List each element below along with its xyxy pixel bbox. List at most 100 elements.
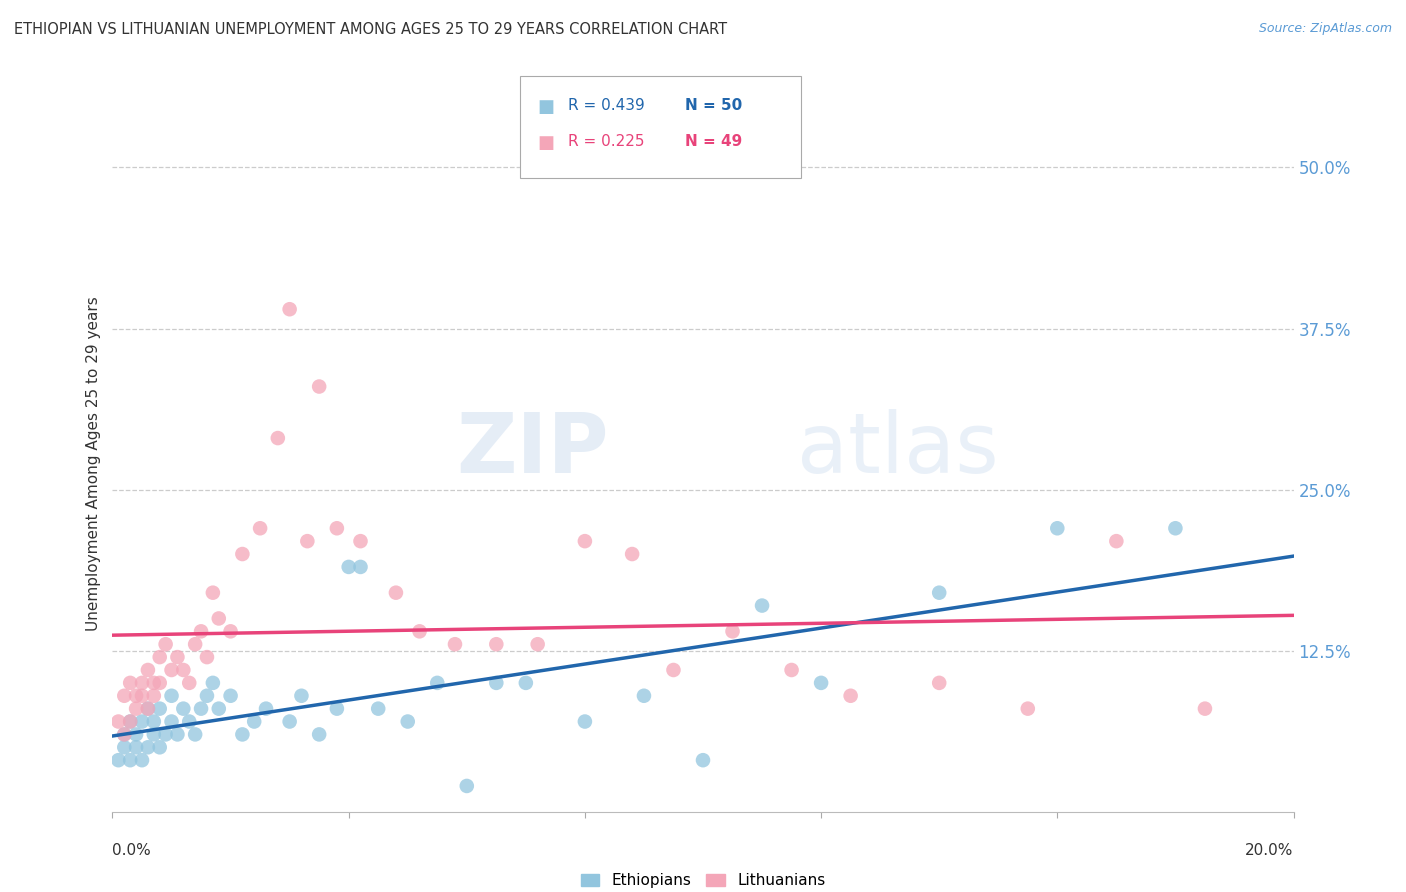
Point [172, 663, 194, 677]
Point [166, 727, 188, 741]
Point [107, 753, 129, 767]
Point [231, 547, 253, 561]
Text: N = 49: N = 49 [685, 134, 742, 149]
Point [278, 714, 301, 729]
Point [456, 779, 478, 793]
Point [662, 663, 685, 677]
Point [278, 302, 301, 317]
Point [120, 676, 142, 690]
Point [136, 740, 159, 755]
Point [125, 740, 148, 755]
Point [337, 560, 360, 574]
Point [190, 624, 212, 639]
Text: Source: ZipAtlas.com: Source: ZipAtlas.com [1258, 22, 1392, 36]
Point [112, 740, 135, 755]
Point [142, 689, 165, 703]
Point [751, 599, 773, 613]
Text: R = 0.439: R = 0.439 [568, 98, 645, 113]
Point [810, 676, 832, 690]
Text: R = 0.225: R = 0.225 [568, 134, 644, 149]
Point [254, 701, 277, 715]
Point [166, 650, 188, 665]
Point [208, 701, 231, 715]
Text: 0.0%: 0.0% [112, 843, 152, 858]
Point [120, 753, 142, 767]
Point [692, 753, 714, 767]
Point [184, 637, 207, 651]
Legend: Ethiopians, Lithuanians: Ethiopians, Lithuanians [575, 867, 831, 892]
Point [633, 689, 655, 703]
Point [367, 701, 389, 715]
Point [195, 650, 218, 665]
Point [149, 676, 172, 690]
Point [219, 689, 242, 703]
Point [385, 585, 408, 599]
Point [308, 727, 330, 741]
Point [149, 740, 172, 755]
Point [131, 676, 153, 690]
Point [160, 714, 183, 729]
Point [1105, 534, 1128, 549]
Point [574, 534, 596, 549]
Point [142, 676, 165, 690]
Text: N = 50: N = 50 [685, 98, 742, 113]
Point [136, 663, 159, 677]
Point [349, 534, 371, 549]
Point [231, 727, 253, 741]
Point [780, 663, 803, 677]
Point [326, 521, 349, 535]
Point [179, 676, 201, 690]
Text: ■: ■ [537, 134, 554, 152]
Point [142, 714, 165, 729]
Point [621, 547, 644, 561]
Text: ZIP: ZIP [456, 409, 609, 491]
Point [125, 701, 148, 715]
Text: ■: ■ [537, 98, 554, 116]
Point [243, 714, 266, 729]
Point [136, 701, 159, 715]
Point [201, 585, 224, 599]
Point [485, 637, 508, 651]
Point [112, 727, 135, 741]
Text: atlas: atlas [797, 409, 1000, 491]
Point [120, 714, 142, 729]
Point [112, 689, 135, 703]
Point [928, 585, 950, 599]
Point [136, 701, 159, 715]
Point [426, 676, 449, 690]
Point [131, 689, 153, 703]
Point [219, 624, 242, 639]
Point [160, 689, 183, 703]
Point [444, 637, 467, 651]
Point [396, 714, 419, 729]
Point [485, 676, 508, 690]
Point [526, 637, 548, 651]
Point [125, 689, 148, 703]
Point [131, 753, 153, 767]
Point [155, 727, 177, 741]
Y-axis label: Unemployment Among Ages 25 to 29 years: Unemployment Among Ages 25 to 29 years [86, 296, 101, 632]
Point [721, 624, 744, 639]
Point [149, 701, 172, 715]
Point [574, 714, 596, 729]
Point [297, 534, 319, 549]
Point [131, 714, 153, 729]
Point [155, 637, 177, 651]
Point [928, 676, 950, 690]
Point [1194, 701, 1216, 715]
Point [160, 663, 183, 677]
Point [179, 714, 201, 729]
Point [184, 727, 207, 741]
Point [308, 379, 330, 393]
Point [267, 431, 290, 445]
Point [249, 521, 271, 535]
Point [1046, 521, 1069, 535]
Point [107, 714, 129, 729]
Point [125, 727, 148, 741]
Point [201, 676, 224, 690]
Point [408, 624, 430, 639]
Point [195, 689, 218, 703]
Point [172, 701, 194, 715]
Point [1164, 521, 1187, 535]
Point [326, 701, 349, 715]
